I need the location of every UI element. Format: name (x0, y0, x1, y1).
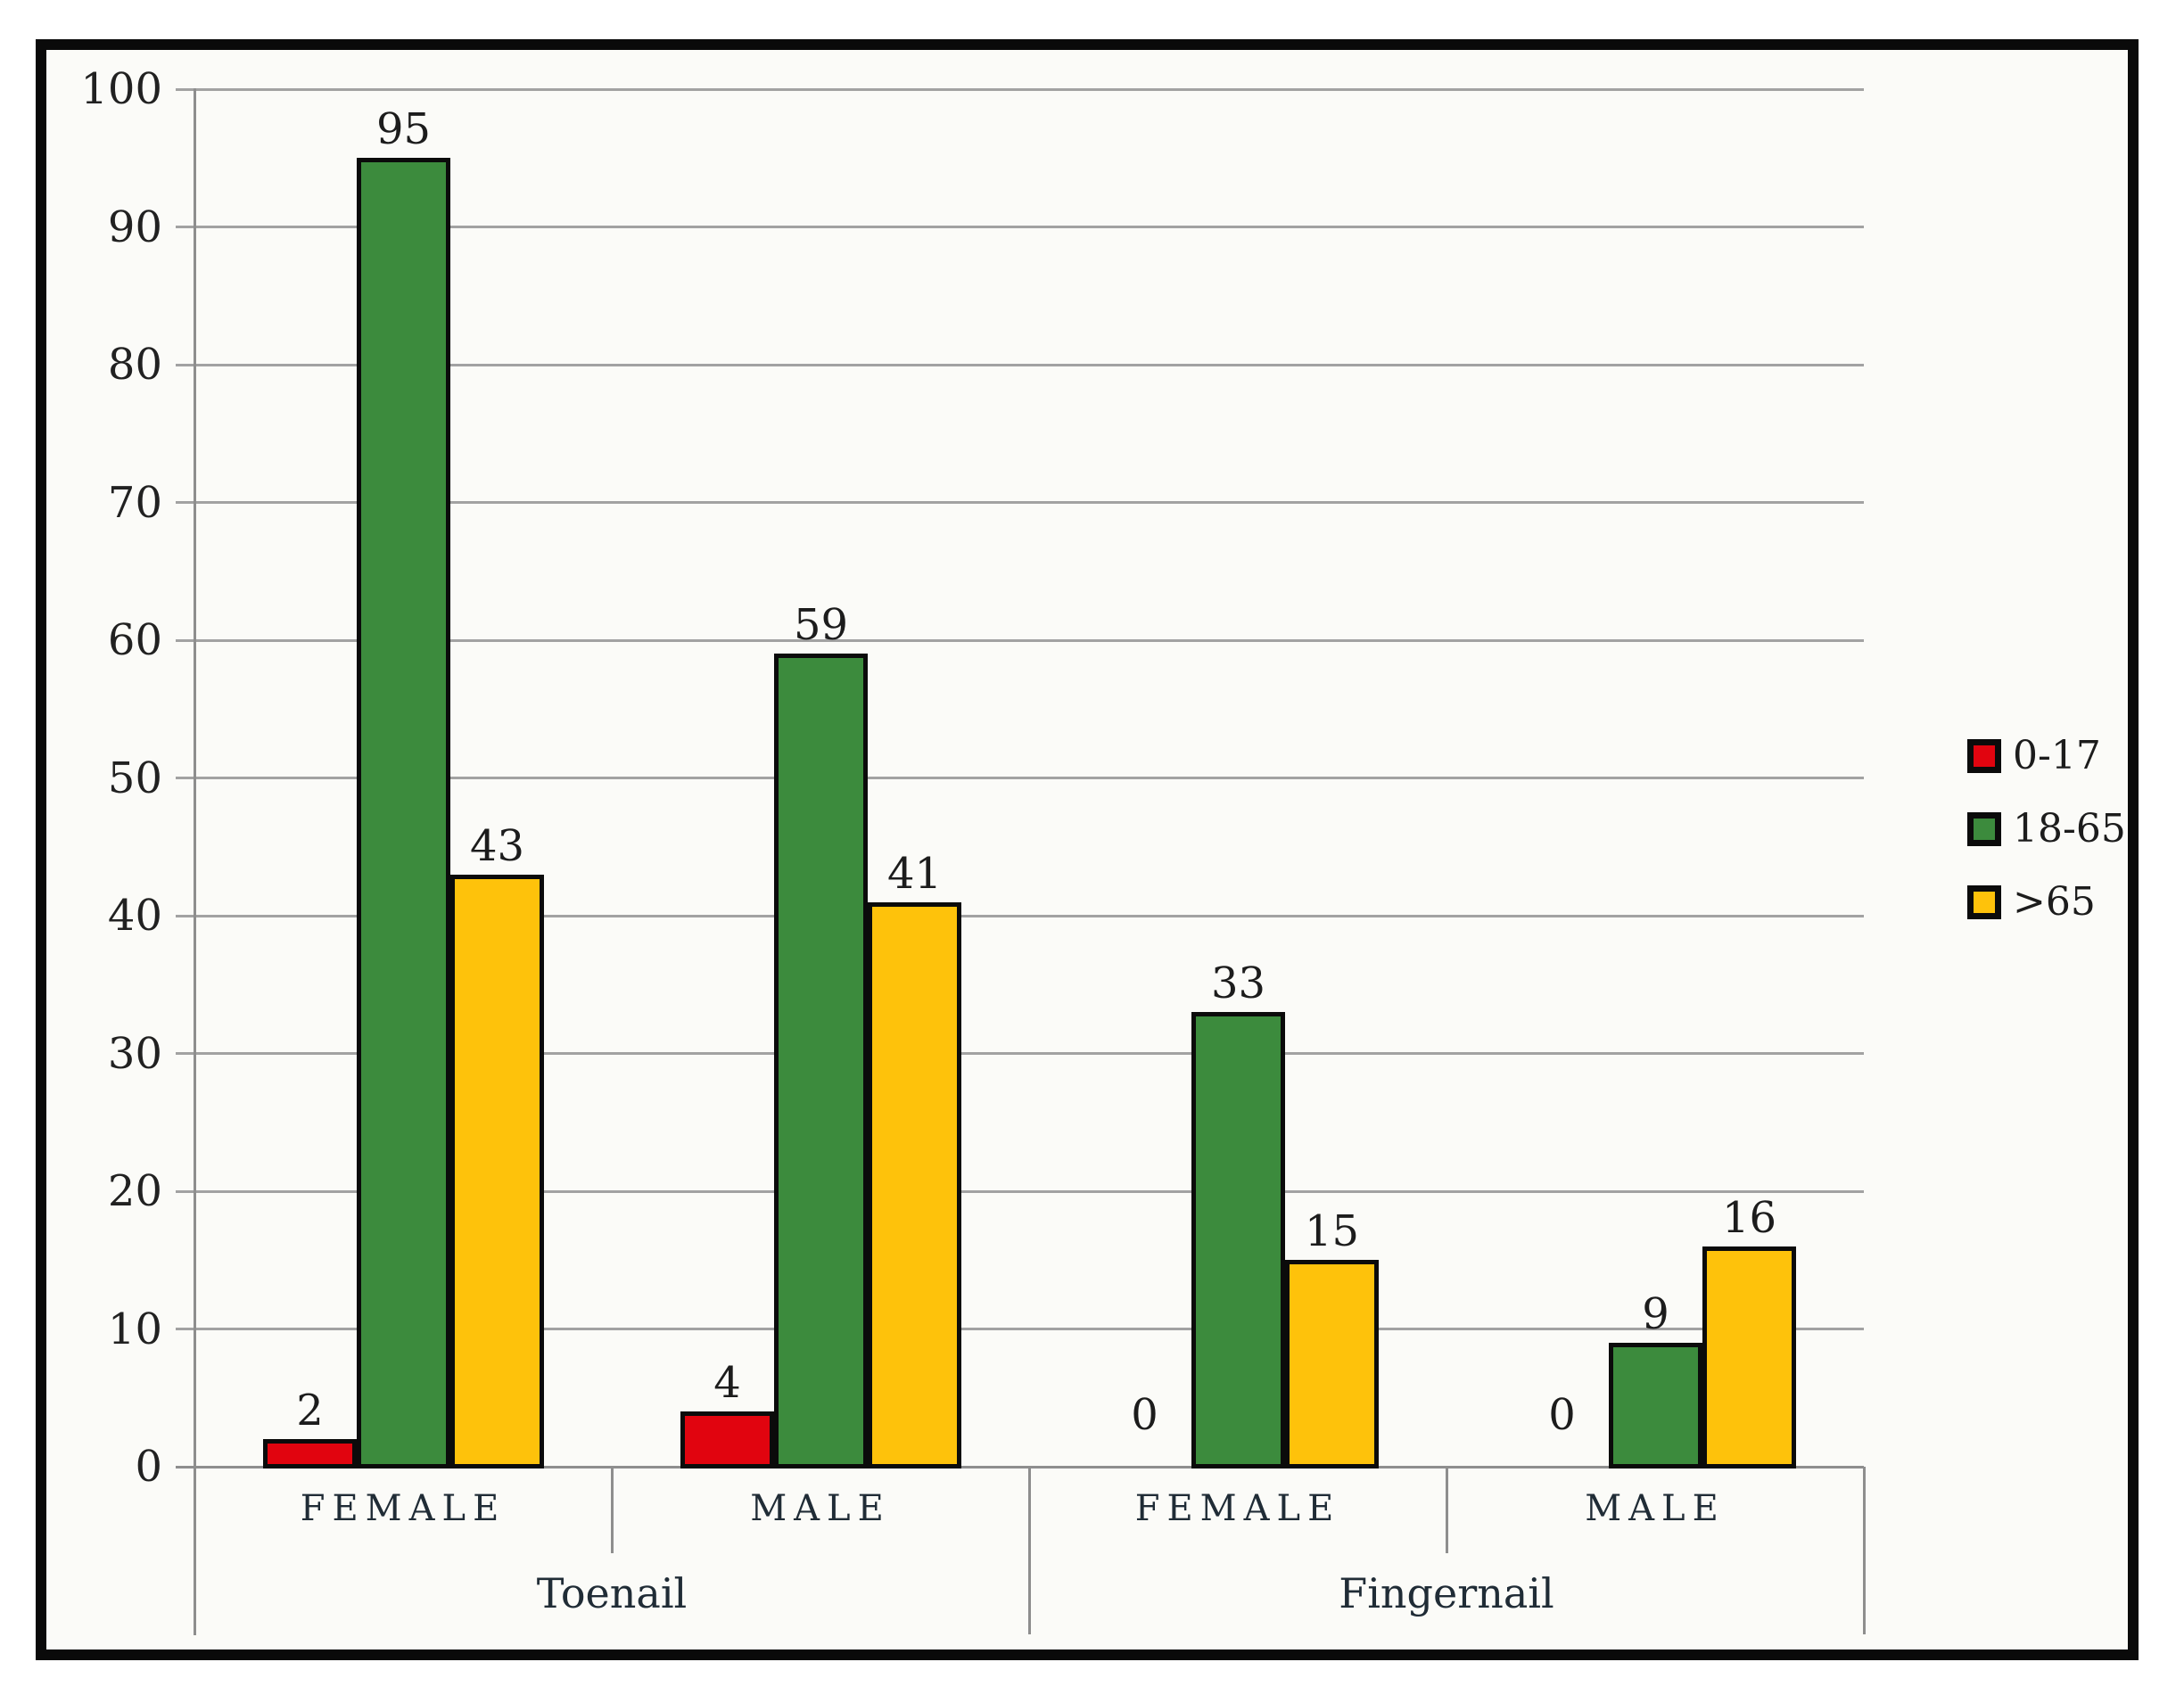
legend-swatch--65 (1967, 885, 2001, 919)
bar-value-label: 0 (1548, 1390, 1576, 1440)
bar-value-label: 33 (1210, 958, 1266, 1009)
bar-value-label: 0 (1131, 1390, 1158, 1440)
y-axis-tick-label: 20 (107, 1166, 162, 1216)
bar-18-65-toenail-male (774, 654, 868, 1469)
bar--65-toenail-female (450, 874, 544, 1469)
gridline (176, 226, 1864, 228)
y-axis-tick-label: 30 (107, 1028, 162, 1079)
bar-value-label: 43 (469, 820, 525, 871)
y-axis-tick-label: 40 (107, 891, 162, 941)
y-axis-tick-label: 10 (107, 1304, 162, 1354)
category-label: MALE (1585, 1488, 1726, 1529)
bar-value-label: 41 (886, 848, 943, 899)
bar-value-label: 9 (1642, 1288, 1669, 1339)
bar-value-label: 4 (713, 1358, 741, 1409)
bar-18-65-toenail-female (357, 158, 450, 1469)
gridline (176, 638, 1864, 642)
y-axis-tick-label: 70 (107, 477, 162, 528)
category-separator (1863, 1467, 1866, 1634)
y-axis-tick-label: 80 (107, 340, 162, 390)
gridline (176, 87, 1864, 91)
legend-label: >65 (2013, 879, 2096, 925)
y-axis-tick-label: 90 (107, 202, 162, 252)
category-separator (1028, 1467, 1031, 1634)
legend-swatch-0-17 (1967, 739, 2001, 773)
y-axis-tick-label: 0 (135, 1442, 162, 1492)
legend-label: 0-17 (2013, 733, 2101, 778)
category-separator (1446, 1467, 1448, 1553)
gridline (176, 1465, 1864, 1469)
legend-swatch-18-65 (1967, 812, 2001, 846)
y-axis-tick-label: 50 (107, 753, 162, 803)
bar-value-label: 2 (296, 1386, 324, 1436)
category-label: FEMALE (1134, 1488, 1341, 1529)
legend-item: >65 (1967, 881, 2096, 924)
y-axis-tick-label: 100 (80, 64, 162, 114)
bar-value-label: 15 (1304, 1206, 1360, 1257)
y-axis-tick-label: 60 (107, 615, 162, 665)
legend-item: 18-65 (1967, 808, 2126, 851)
bar-18-65-fingernail-male (1609, 1342, 1702, 1469)
gridline (176, 1189, 1864, 1193)
category-group-label: Toenail (536, 1569, 688, 1617)
gridline (176, 777, 1864, 779)
bar--65-fingernail-female (1285, 1260, 1379, 1469)
bar-value-label: 59 (793, 600, 849, 651)
bar--65-toenail-male (868, 901, 961, 1469)
legend-label: 18-65 (2013, 806, 2126, 852)
bar--65-fingernail-male (1702, 1246, 1796, 1469)
y-axis-line (194, 88, 196, 1635)
bar-18-65-fingernail-female (1191, 1012, 1285, 1469)
category-label: MALE (750, 1488, 891, 1529)
gridline (176, 914, 1864, 917)
gridline (176, 363, 1864, 366)
legend-item: 0-17 (1967, 735, 2101, 777)
gridline (176, 1052, 1864, 1055)
bar-value-label: 95 (375, 104, 432, 155)
gridline (176, 501, 1864, 504)
bar-0-17-toenail-male (680, 1411, 774, 1469)
bar-0-17-toenail-female (263, 1439, 357, 1469)
bar-value-label: 16 (1721, 1192, 1777, 1243)
category-group-label: Fingernail (1339, 1569, 1554, 1617)
category-label: FEMALE (300, 1488, 507, 1529)
gridline (176, 1328, 1864, 1330)
category-separator (611, 1467, 614, 1553)
